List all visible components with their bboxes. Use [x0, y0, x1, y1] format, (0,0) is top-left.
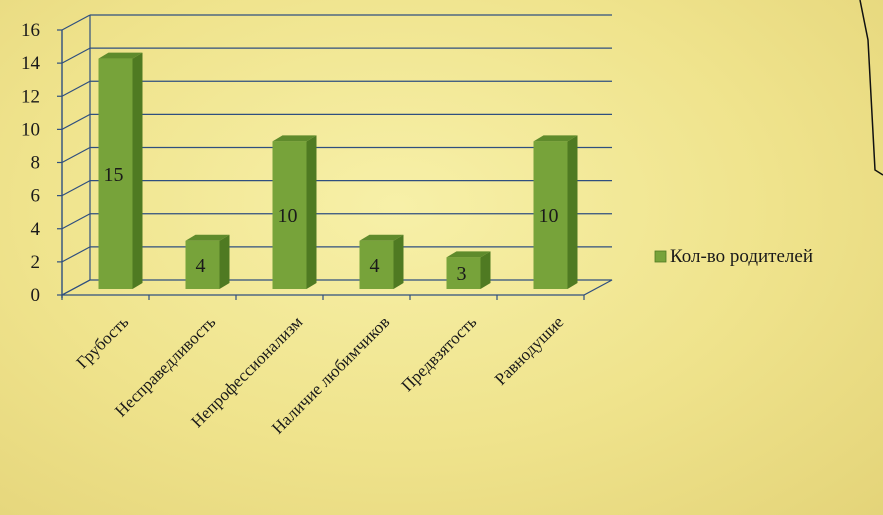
y-tick-label: 14 — [21, 53, 41, 74]
bar-top — [98, 52, 143, 59]
axes — [61, 15, 613, 298]
y-tick-label: 0 — [31, 285, 41, 306]
bar-top — [185, 234, 230, 241]
bar — [359, 234, 404, 289]
legend-label: Кол-во родителей — [670, 246, 813, 267]
gridline-diagonal — [61, 113, 91, 130]
chart-floor — [61, 279, 613, 296]
data-label: 4 — [370, 255, 380, 277]
bars — [98, 52, 578, 289]
slide-border-decoration — [859, 0, 883, 176]
gridline-diagonal — [61, 80, 91, 97]
y-axis-ticks: 0 2 4 6 8 10 12 14 16 — [21, 20, 62, 306]
data-label: 10 — [539, 205, 559, 227]
data-label: 4 — [196, 255, 206, 277]
y-tick-label: 8 — [31, 153, 41, 174]
data-label: 10 — [278, 205, 298, 227]
bar-side — [567, 135, 578, 289]
data-label: 3 — [457, 263, 467, 285]
y-tick-label: 16 — [21, 20, 40, 41]
bar-top — [359, 234, 404, 241]
gridline-diagonal — [61, 213, 91, 230]
y-tick-label: 10 — [21, 119, 40, 140]
bar-front — [359, 240, 394, 289]
y-tick-label: 2 — [31, 252, 41, 273]
grid-lines — [61, 14, 612, 296]
gridline-diagonal — [61, 180, 91, 197]
bar-front — [533, 141, 568, 289]
x-tick-label: Грубость — [73, 312, 133, 372]
y-tick-label: 6 — [31, 186, 41, 207]
gridline-diagonal — [61, 47, 91, 64]
bar-side — [393, 234, 404, 289]
bar — [446, 251, 491, 289]
gridline-diagonal — [61, 14, 91, 31]
bar-side — [480, 251, 491, 289]
bar-top — [446, 251, 491, 258]
bar-side — [132, 52, 143, 289]
gridline-diagonal — [61, 246, 91, 263]
data-label: 15 — [104, 164, 124, 186]
bar-top — [533, 135, 578, 142]
legend: Кол-во родителей — [654, 246, 813, 267]
bar-side — [219, 234, 230, 289]
data-labels: 15 4 10 4 3 10 — [104, 164, 559, 285]
gridline-diagonal — [61, 146, 91, 164]
x-tick-label: Предвзятость — [397, 312, 480, 395]
bar — [185, 234, 230, 289]
bar-front — [98, 58, 133, 289]
bar-front — [272, 141, 307, 289]
x-tick-label: Равнодушие — [491, 312, 567, 388]
x-axis-ticks: ГрубостьНесправедливостьНепрофессионализ… — [61, 295, 585, 438]
bar-front — [446, 257, 481, 289]
bar-front — [185, 240, 220, 289]
bar — [272, 135, 317, 289]
legend-swatch — [654, 250, 667, 263]
bar-top — [272, 135, 317, 142]
bar-side — [306, 135, 317, 289]
y-tick-label: 12 — [21, 86, 40, 107]
bar — [98, 52, 143, 289]
y-tick-label: 4 — [31, 219, 41, 240]
bar — [533, 135, 578, 289]
